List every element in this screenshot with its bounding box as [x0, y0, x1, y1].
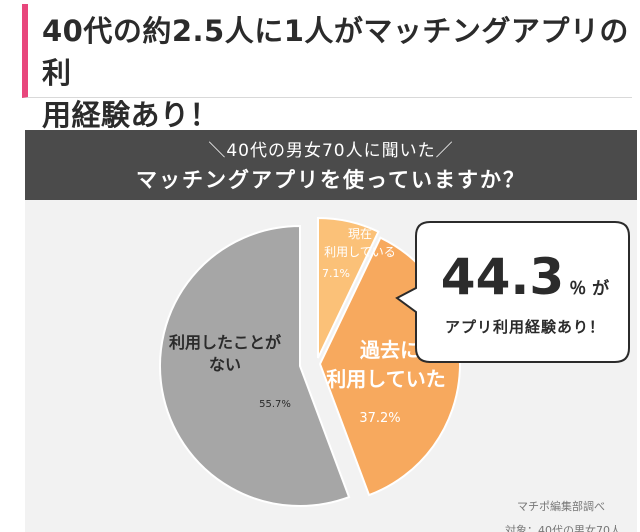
pie-chart: 現在 利用している 7.1% 過去に 利用していた 37.2% 利用したことが …: [159, 216, 630, 507]
source-note: マチポ編集部調べ: [517, 500, 605, 513]
slice-never: [159, 224, 351, 507]
label-current-pct: 7.1%: [322, 267, 350, 280]
chart-title: マッチングアプリを使っていますか？: [136, 168, 526, 192]
label-current-line1: 現在: [348, 227, 372, 241]
label-never-line2: ない: [209, 355, 241, 374]
label-past-line1: 過去に: [360, 338, 420, 362]
slice-current: [317, 216, 380, 359]
article-heading: 40代の約2.5人に1人がマッチングアプリの利 用経験あり！: [22, 4, 632, 132]
callout-caption: アプリ利用経験あり！: [444, 318, 605, 336]
target-note: 対象：40代の男女70人: [505, 524, 621, 532]
label-past-line2: 利用していた: [326, 367, 445, 391]
label-never-line1: 利用したことが: [169, 333, 281, 352]
callout-suffix: ％ が: [569, 279, 610, 299]
label-current-line2: 利用している: [324, 245, 396, 259]
label-never-pct: 55.7%: [259, 399, 291, 410]
callout-value: 44.3: [440, 248, 565, 306]
chart-subtitle: ＼40代の男女70人に聞いた／: [208, 141, 454, 161]
chart-banner: ＼40代の男女70人に聞いた／ マッチングアプリを使っていますか？: [25, 130, 637, 200]
survey-infographic: ＼40代の男女70人に聞いた／ マッチングアプリを使っていますか？ 現在 利用し…: [25, 130, 637, 532]
callout-bubble: [395, 221, 630, 363]
heading-line-2: 用経験あり！: [42, 98, 220, 132]
label-past-pct: 37.2%: [359, 411, 400, 426]
heading-line-1: 40代の約2.5人に1人がマッチングアプリの利: [42, 14, 629, 90]
callout-value-row: 44.3 ％ が: [425, 248, 625, 306]
